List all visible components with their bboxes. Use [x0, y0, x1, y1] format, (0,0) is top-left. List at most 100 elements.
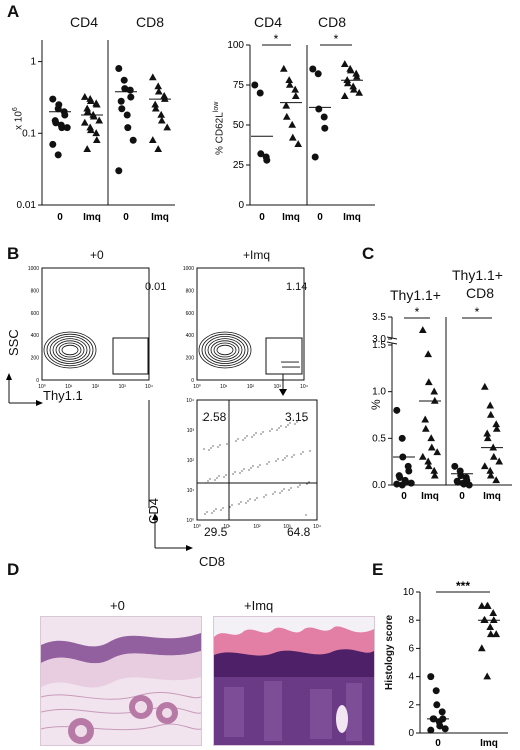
b-quadrant-event: [262, 431, 264, 433]
b-cd4-arrow-head: [152, 513, 158, 520]
a-left-y-tick-label: 1: [30, 57, 36, 68]
b-plot-imq-contour: [216, 344, 234, 356]
d-title-plusimq: +Imq: [244, 598, 274, 613]
a-left-point: [157, 110, 166, 118]
c-point: [483, 434, 492, 442]
c-y-tick-label: 0.0: [372, 480, 386, 491]
b-plot-0-y-tick-label: 400: [31, 333, 40, 339]
c-y-tick-label: 3.5: [372, 312, 386, 323]
a-left-point: [154, 145, 163, 152]
a-right-point: [311, 153, 319, 161]
histology-image-imq: [213, 616, 375, 746]
b-thy11-arrow-head: [36, 400, 43, 406]
b-gate-event: [293, 361, 295, 363]
a-left-point: [49, 95, 57, 103]
a-left-header-cd4: CD4: [70, 14, 99, 30]
b-quadrant-event: [237, 438, 239, 440]
b-plot-0-y-tick-label: 200: [31, 356, 40, 362]
b-gate-value-0: 0.01: [145, 281, 167, 293]
c-point: [405, 467, 413, 475]
c-point: [430, 396, 439, 404]
b-gate-event: [284, 366, 286, 368]
a-right-point: [343, 76, 352, 83]
histology-control-drawing: [41, 617, 201, 745]
b-quadrant-event: [294, 423, 296, 425]
c-point: [424, 378, 433, 386]
a-right-x-tick-label: 0: [259, 212, 265, 223]
a-left-point: [80, 118, 89, 126]
b-gate-event: [289, 361, 291, 363]
b-plot-imq-y-tick-label: 1000: [183, 266, 194, 272]
b-quadrant-event: [232, 473, 234, 475]
a-left-point: [63, 124, 71, 132]
b-quadrant-event: [243, 468, 245, 470]
a-right-point: [320, 113, 328, 121]
a-left-point: [83, 145, 92, 152]
b-quadrant-event: [239, 472, 241, 474]
b-quadrant-event: [300, 453, 302, 455]
b-plot-0-x-tick-label: 10¹: [65, 384, 73, 390]
b-quadrant-event: [268, 461, 270, 463]
b-quadrant-event: [291, 456, 293, 458]
panel-label-d: D: [7, 560, 20, 579]
c-point: [393, 480, 401, 488]
a-right-point: [321, 124, 329, 132]
b-gate-event: [286, 366, 288, 368]
a-left-point: [160, 91, 169, 99]
a-right-y-tick-label: 0: [238, 200, 244, 211]
histology-image-control: [40, 616, 202, 746]
b-quadrant-event: [254, 499, 256, 501]
panel-label-c: C: [362, 244, 375, 263]
c-y-tick-label: 1.5: [372, 340, 386, 351]
e-point: [477, 601, 486, 609]
b-quadrant-event: [206, 511, 208, 513]
a-right-sig-cd4: *: [274, 32, 279, 46]
b-quadrant-event: [285, 426, 287, 428]
c-axis-break-mark: [386, 336, 398, 340]
b-quadrant-event: [228, 441, 230, 443]
e-point: [441, 725, 449, 733]
c-point: [454, 478, 462, 486]
a-left-x-tick-label: Imq: [151, 212, 169, 223]
b-gate-event: [297, 361, 299, 363]
a-left-point: [95, 116, 104, 124]
b-quadrant-event: [259, 464, 261, 466]
a-left-point: [61, 111, 69, 119]
b-plot-imq-x-tick-label: 10⁰: [193, 384, 201, 390]
e-point: [483, 672, 492, 680]
c-x-tick-label: Imq: [483, 491, 501, 502]
a-right-point: [257, 150, 265, 158]
b-quadrant-event: [208, 449, 210, 451]
a-right-y-tick-label: 100: [227, 40, 244, 51]
e-y-tick-label: 10: [403, 587, 415, 598]
b-plot-imq-contour: [210, 340, 240, 360]
a-right-point: [352, 69, 361, 77]
b-plot-imq-y-tick-label: 200: [186, 356, 195, 362]
b-quadrant-x-tick-label: 10⁴: [313, 524, 321, 530]
b-plot-imq-contour: [207, 338, 243, 362]
b-quadrant-event: [249, 498, 251, 500]
a-left-x-tick-label: 0: [57, 212, 63, 223]
a-right-x-tick-label: 0: [317, 212, 323, 223]
b-plot-0-y-tick-label: 0: [36, 378, 39, 384]
d-title-plus0: +0: [110, 598, 125, 613]
b-title-plusimq: +Imq: [243, 248, 271, 262]
c-point: [486, 410, 495, 418]
b-gate-0: [112, 337, 149, 375]
a-left-header-cd8: CD8: [136, 14, 165, 30]
b-plot-0-contour: [46, 333, 94, 367]
c-point: [480, 462, 489, 470]
b-quadrant-event: [248, 469, 250, 471]
b-quadrant-x-tick-label: 10³: [283, 524, 291, 530]
e-sig: ***: [456, 579, 470, 593]
b-quadrant-y-tick-label: 10⁴: [186, 398, 194, 404]
a-left-point: [86, 126, 95, 134]
a-right-sig-cd8: *: [334, 32, 339, 46]
a-left-point: [160, 94, 169, 102]
b-quadrant-event: [215, 508, 217, 510]
b-quadrant-event: [260, 433, 262, 435]
b-quadrant-event: [234, 471, 236, 473]
b-gate-event: [288, 366, 290, 368]
a-right-header-cd4: CD4: [254, 14, 283, 30]
b-quadrant-event: [287, 424, 289, 426]
